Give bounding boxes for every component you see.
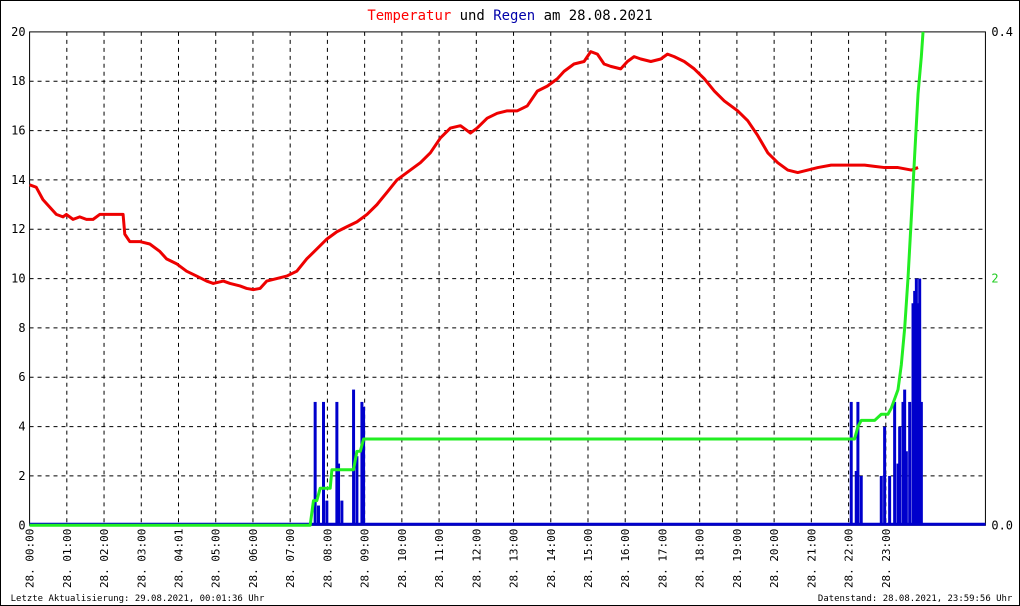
rain-bar [904, 451, 908, 526]
x-tick-label: 28. 04:01 [172, 529, 185, 588]
x-tick-label: 28. 15:00 [582, 529, 595, 588]
rain-bar [913, 290, 917, 526]
x-tick-label: 28. 07:00 [284, 529, 297, 588]
y-left-tick-label: 4 [18, 420, 25, 434]
rain-bar [322, 401, 326, 526]
temperature-line [29, 50, 919, 292]
x-tick-label: 28. 22:00 [843, 529, 856, 588]
tick-labels: 0 2 4 6 8 10 12 14 16 18 20 0.0 0.4 2 28. 00:00 28. 01:… [11, 25, 1013, 588]
x-tick-label: 28. 19:00 [731, 529, 744, 588]
rain-bar [337, 463, 341, 526]
rain-bar [317, 505, 320, 526]
rain-bar [859, 475, 863, 526]
y-left-tick-label: 2 [18, 469, 25, 483]
x-tick-label: 28. 23:00 [880, 529, 893, 588]
x-tick-label: 28. 10:00 [396, 529, 409, 588]
x-tick-label: 28. 03:00 [135, 529, 148, 588]
rain-bar [849, 401, 853, 526]
footer-left: Letzte Aktualisierung: 29.08.2021, 00:01… [11, 594, 265, 604]
y-left-tick-label: 0 [18, 518, 25, 532]
rain-bar [883, 426, 887, 526]
x-tick-label: 28. 13:00 [508, 529, 521, 588]
y-right-tick-label: 0.0 [991, 518, 1013, 532]
rain-bar [325, 500, 329, 526]
rain-bar [362, 406, 366, 526]
rain_cumulative-line [29, 31, 925, 527]
axes [29, 31, 986, 526]
y-left-tick-label: 12 [11, 222, 25, 236]
rain-bar [908, 401, 912, 526]
rain-bar [893, 401, 897, 526]
x-tick-label: 28. 21:00 [805, 529, 818, 588]
y-right-tick-label: 0.4 [991, 25, 1013, 39]
rain-bar [896, 463, 900, 526]
rain-bar [854, 470, 858, 526]
footer-right: Datenstand: 28.08.2021, 23:59:56 Uhr [818, 594, 1013, 604]
rain-bar [888, 475, 892, 526]
x-tick-label: 28. 05:00 [210, 529, 223, 588]
x-tick-label: 28. 14:00 [545, 529, 558, 588]
y-left-tick-label: 14 [11, 173, 25, 187]
x-tick-label: 28. 16:00 [619, 529, 632, 588]
title-part: Regen [493, 8, 535, 24]
y-left-tick-label: 8 [18, 321, 25, 335]
rain-bar [856, 401, 860, 526]
y-left-tick-label: 10 [11, 272, 25, 286]
rain-bar [340, 500, 344, 526]
rain-bar [919, 401, 923, 526]
x-tick-label: 28. 17:00 [656, 529, 669, 588]
series-lines [29, 31, 925, 527]
x-tick-label: 28. 12:00 [470, 529, 483, 588]
x-tick-label: 28. 11:00 [433, 529, 446, 588]
rain-bar [360, 401, 364, 526]
x-tick-label: 28. 09:00 [359, 529, 372, 588]
x-tick-label: 28. 02:00 [98, 529, 111, 588]
x-tick-label: 28. 00:00 [24, 529, 37, 588]
rain-bar [914, 278, 918, 526]
chart-title: Temperatur und Regen am 28.08.2021 [367, 8, 652, 24]
y-left-tick-label: 18 [11, 74, 25, 88]
x-tick-label: 28. 06:00 [247, 529, 260, 588]
rain-bar [903, 389, 907, 526]
rain-bar [916, 303, 920, 526]
title-part: und [451, 8, 493, 24]
title-part: am 28.08.2021 [535, 8, 652, 24]
rain-bar [335, 401, 339, 526]
rain-bar [879, 475, 883, 526]
plot-frame [29, 31, 986, 526]
y-right-rain-label: 2 [991, 272, 998, 286]
rain-bar [911, 303, 915, 526]
y-left-tick-label: 6 [18, 370, 25, 384]
x-tick-label: 28. 20:00 [768, 529, 781, 588]
rain-bar [898, 426, 902, 526]
rain-bar [313, 401, 317, 526]
y-left-tick-label: 16 [11, 124, 25, 138]
rain-bar [355, 456, 359, 526]
x-tick-label: 28. 01:00 [61, 529, 74, 588]
x-tick-label: 28. 08:00 [321, 529, 334, 588]
y-left-tick-label: 20 [11, 25, 25, 39]
rain-bar [918, 278, 922, 526]
title-part: Temperatur [367, 8, 451, 24]
x-tick-label: 28. 18:00 [694, 529, 707, 588]
rain-bars [29, 278, 986, 526]
grid-lines [29, 31, 986, 526]
rain-bar [901, 401, 905, 526]
rain-bar [352, 389, 356, 526]
